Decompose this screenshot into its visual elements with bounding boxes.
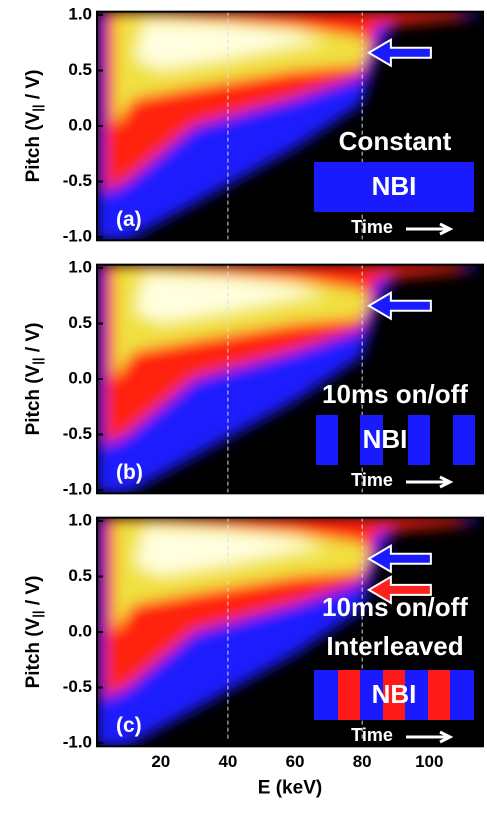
y-axis-title-part: / V) bbox=[23, 323, 44, 358]
y-axis-title: Pitch (V|| / V) bbox=[23, 576, 45, 689]
beam-bar bbox=[316, 415, 338, 465]
x-axis-title: E (keV) bbox=[258, 777, 322, 798]
time-label: Time bbox=[351, 725, 393, 745]
beam-label: NBI bbox=[372, 679, 417, 709]
y-tick-label: 0.0 bbox=[68, 621, 92, 640]
panel-label: (b) bbox=[116, 461, 143, 484]
y-tick-label: 0.5 bbox=[68, 60, 92, 79]
beam-bar bbox=[360, 670, 383, 720]
heatmap bbox=[97, 11, 483, 241]
y-axis-title-sub: || bbox=[30, 610, 45, 617]
y-axis-title-sub: || bbox=[30, 357, 45, 364]
time-label: Time bbox=[351, 217, 393, 237]
mode-label: Constant bbox=[339, 126, 452, 156]
x-tick-label: 20 bbox=[151, 752, 170, 771]
beam-label: NBI bbox=[372, 171, 417, 201]
panel: -1.0 -0.5 0.0 0.5 1.0 Pitch (V|| / V) (a) Const… bbox=[23, 4, 484, 245]
y-tick-label: 0.0 bbox=[68, 115, 92, 134]
heatmap bbox=[97, 517, 483, 747]
y-tick-label: -1.0 bbox=[63, 479, 92, 498]
arrow bbox=[366, 543, 432, 574]
x-tick-label: 100 bbox=[415, 752, 443, 771]
heat-layer bbox=[133, 526, 329, 577]
y-axis-title-part: Pitch (V bbox=[23, 617, 44, 688]
y-axis-title: Pitch (V|| / V) bbox=[23, 70, 45, 183]
x-tick-label: 40 bbox=[218, 752, 237, 771]
time-arrow bbox=[406, 475, 454, 489]
heat-layer bbox=[133, 273, 329, 324]
heatmap bbox=[97, 264, 483, 494]
y-tick-label: 0.5 bbox=[68, 566, 92, 585]
beam-bar bbox=[360, 415, 383, 465]
beam-bar bbox=[383, 670, 405, 720]
x-tick-label: 80 bbox=[353, 752, 372, 771]
y-tick-label: 1.0 bbox=[68, 4, 92, 23]
heat-layer bbox=[133, 20, 329, 71]
beam-bar bbox=[338, 670, 360, 720]
panel: -1.0 -0.5 0.0 0.5 1.0 20 40 60 80 100 E (keV) Pitch… bbox=[23, 510, 484, 798]
beam-bar bbox=[453, 415, 475, 465]
x-tick-label: 60 bbox=[286, 752, 305, 771]
y-axis-title-sub: || bbox=[30, 104, 45, 111]
y-tick-label: 0.0 bbox=[68, 368, 92, 387]
y-tick-label: -0.5 bbox=[63, 424, 92, 443]
y-tick-label: -1.0 bbox=[63, 226, 92, 245]
beam-bar bbox=[314, 162, 474, 212]
arrow bbox=[366, 37, 432, 68]
beam-bar bbox=[428, 670, 450, 720]
y-tick-label: 1.0 bbox=[68, 510, 92, 529]
y-tick-label: -1.0 bbox=[63, 732, 92, 751]
y-tick-label: 1.0 bbox=[68, 257, 92, 276]
mode-label: 10ms on/off bbox=[322, 592, 468, 622]
time-label: Time bbox=[351, 470, 393, 490]
beam-label: NBI bbox=[363, 424, 408, 454]
arrow bbox=[366, 290, 432, 321]
y-axis-title: Pitch (V|| / V) bbox=[23, 323, 45, 436]
time-arrow bbox=[406, 730, 454, 744]
y-tick-label: -0.5 bbox=[63, 677, 92, 696]
y-axis-title-part: / V) bbox=[23, 576, 44, 611]
beam-bar bbox=[408, 415, 430, 465]
time-arrow bbox=[406, 222, 454, 236]
beam-bar bbox=[405, 670, 428, 720]
y-tick-label: 0.5 bbox=[68, 313, 92, 332]
mode-label: Interleaved bbox=[326, 631, 463, 661]
beam-bar bbox=[450, 670, 474, 720]
y-axis-title-part: Pitch (V bbox=[23, 364, 44, 435]
y-axis-title-part: / V) bbox=[23, 70, 44, 105]
panel-label: (c) bbox=[116, 714, 142, 737]
arrow bbox=[366, 575, 432, 605]
beam-bar bbox=[314, 670, 338, 720]
y-axis-title-part: Pitch (V bbox=[23, 111, 44, 182]
panel-label: (a) bbox=[116, 208, 142, 231]
mode-label: 10ms on/off bbox=[322, 379, 468, 409]
y-tick-label: -0.5 bbox=[63, 171, 92, 190]
panel: -1.0 -0.5 0.0 0.5 1.0 Pitch (V|| / V) (b) 10ms … bbox=[23, 257, 484, 498]
